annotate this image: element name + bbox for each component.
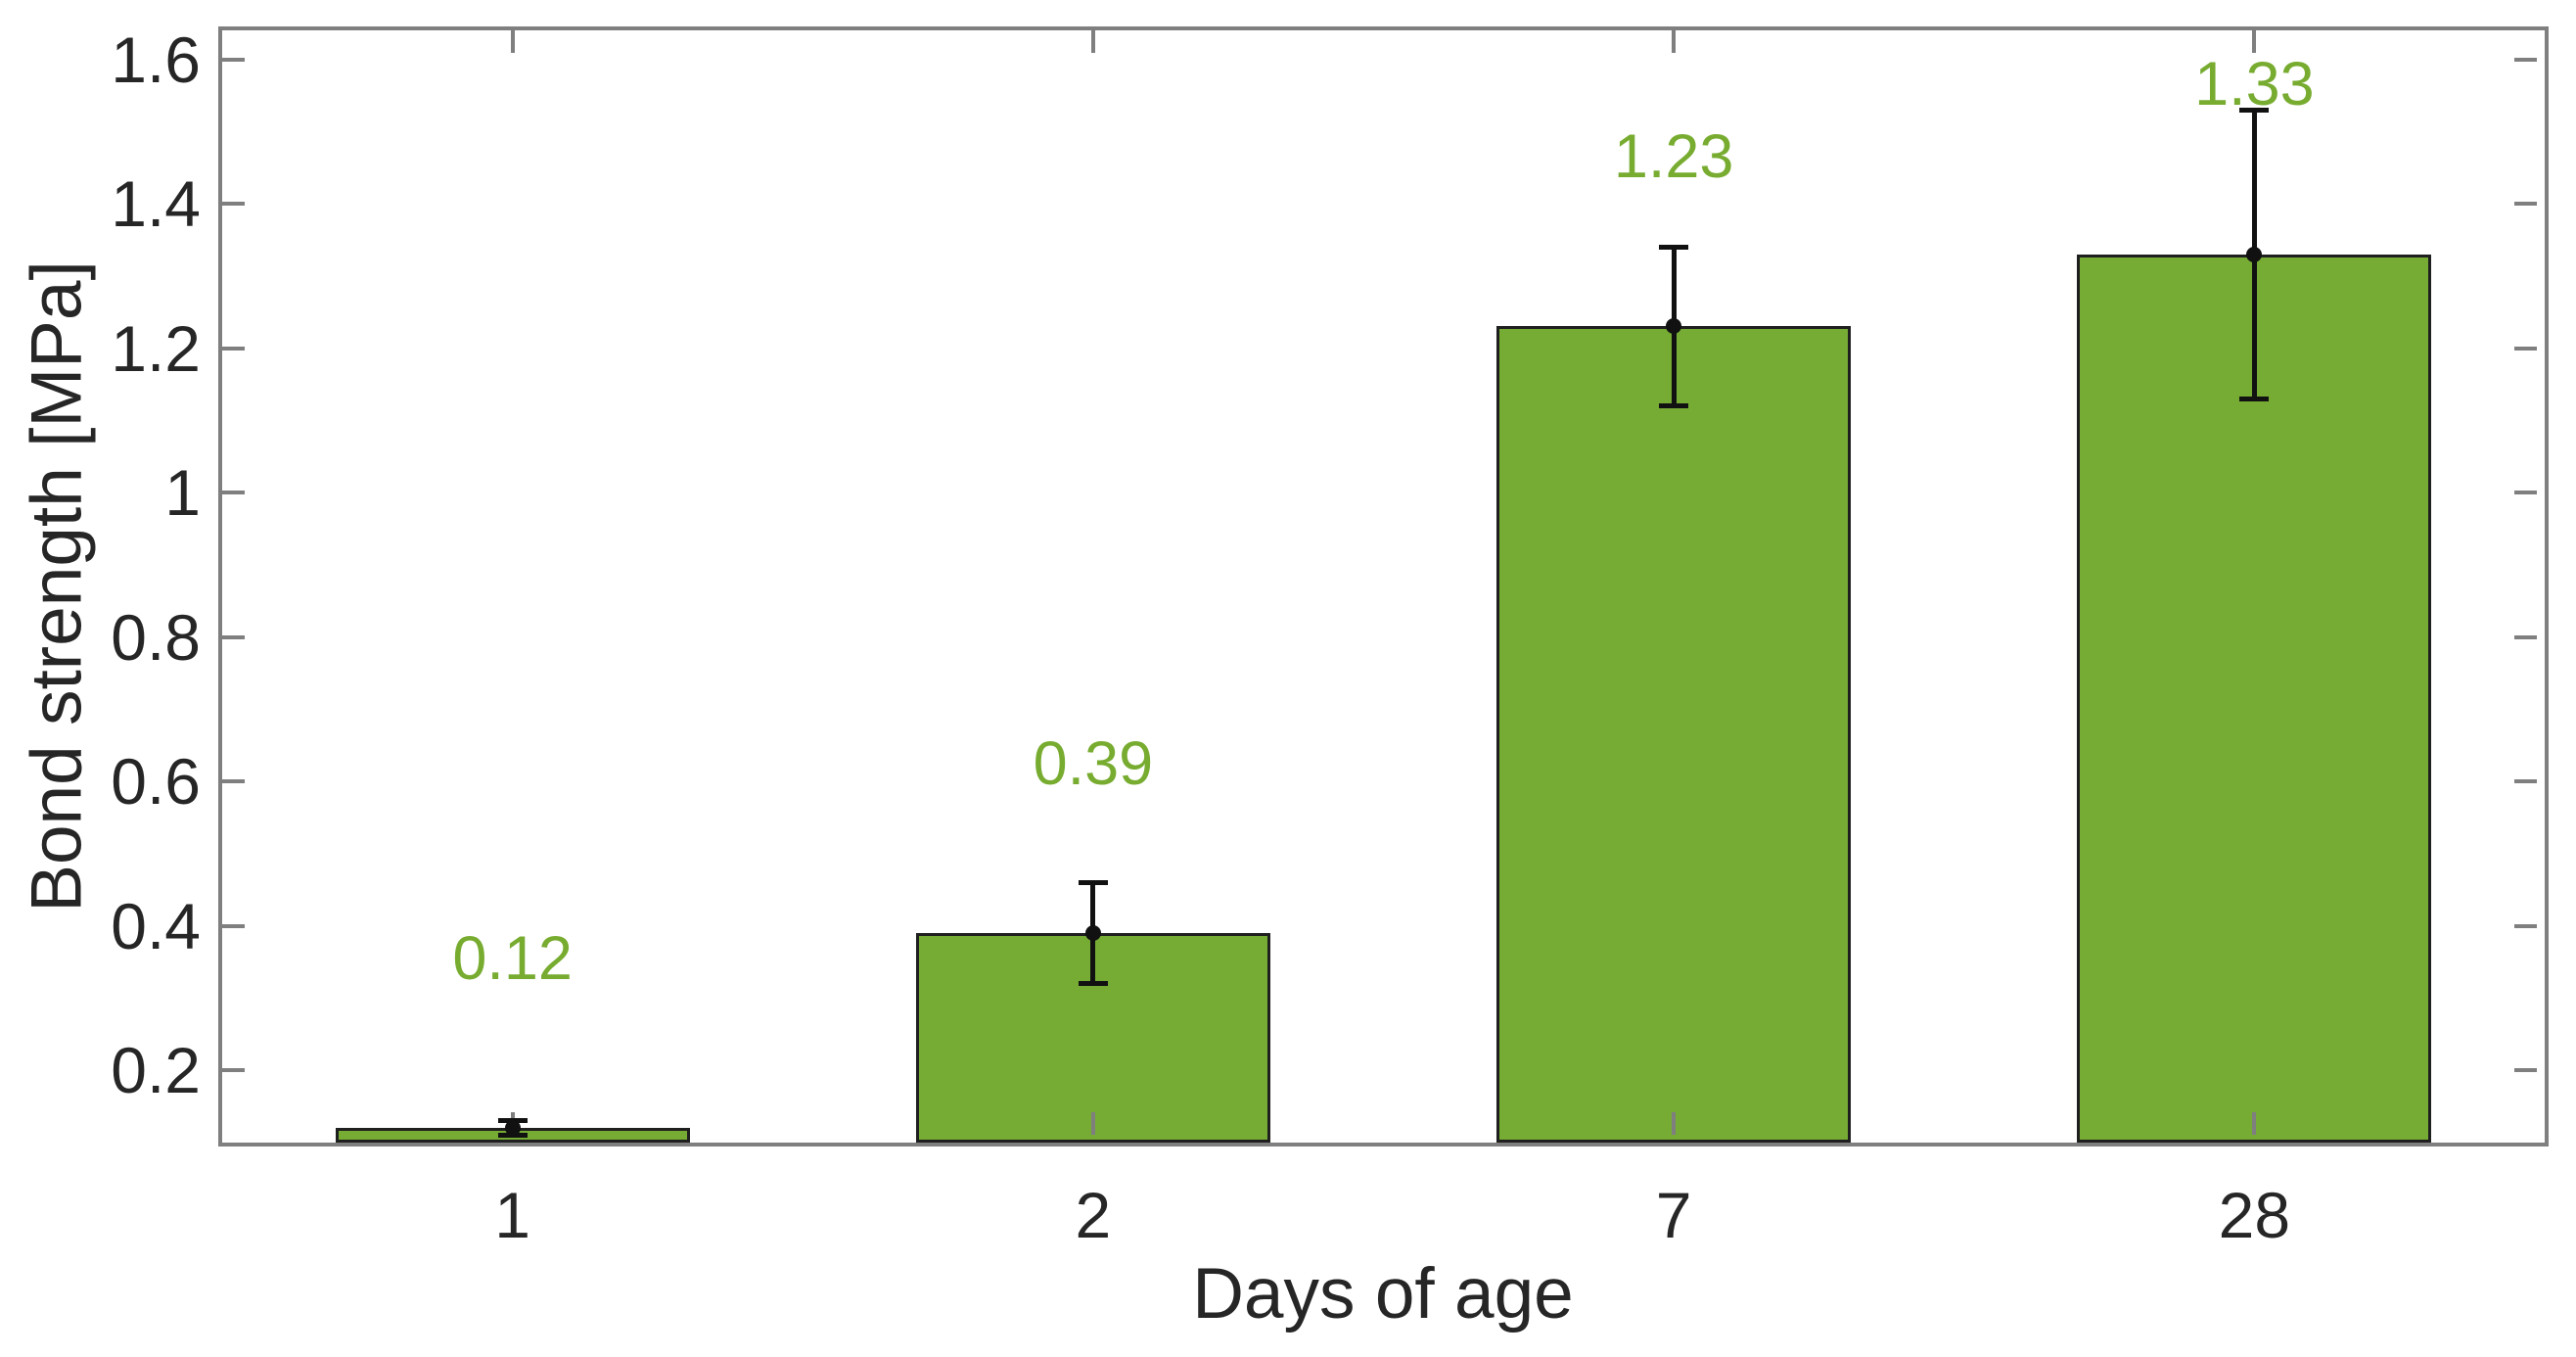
error-bar-cap-top <box>1659 244 1689 250</box>
x-tick-top <box>2252 30 2257 53</box>
x-tick-bottom <box>1672 1112 1677 1135</box>
y-tick-left <box>222 491 245 495</box>
error-bar-cap-bottom <box>1659 403 1689 409</box>
error-bar-marker <box>2246 246 2263 262</box>
y-tick-left <box>222 1068 245 1073</box>
error-bar-cap-top <box>1078 879 1108 885</box>
y-tick-left <box>222 346 245 351</box>
error-bar-marker <box>1666 318 1682 335</box>
y-tick-label: 0.4 <box>111 889 201 962</box>
plot-area: 0.12 0.39 1.23 1.33 <box>218 26 2549 1146</box>
y-tick-right <box>2514 346 2537 351</box>
bar <box>1496 326 1852 1143</box>
x-axis-label: Days of age <box>1192 1254 1574 1334</box>
y-tick-label: 0.2 <box>111 1034 201 1107</box>
y-tick-left <box>222 923 245 928</box>
y-tick-label: 0.8 <box>111 600 201 674</box>
x-tick-bottom <box>2252 1112 2257 1135</box>
error-bar-cap-bottom <box>2239 396 2270 401</box>
y-tick-right <box>2514 923 2537 928</box>
x-tick-label: 7 <box>1655 1179 1692 1251</box>
error-bar-cap-bottom <box>1078 981 1108 987</box>
y-tick-right <box>2514 202 2537 207</box>
y-tick-right <box>2514 779 2537 784</box>
x-tick-top <box>1090 30 1095 53</box>
x-tick-top <box>510 30 515 53</box>
y-tick-label: 1.2 <box>111 311 201 385</box>
y-tick-left <box>222 779 245 784</box>
y-tick-label: 1.6 <box>111 23 201 96</box>
error-bar-marker <box>504 1120 521 1137</box>
error-bar-cap-top <box>2239 107 2270 113</box>
y-tick-right <box>2514 57 2537 62</box>
x-tick-top <box>1672 30 1677 53</box>
x-tick-bottom <box>1090 1112 1095 1135</box>
bar <box>2077 254 2432 1143</box>
y-tick-left <box>222 202 245 207</box>
bar-value-label: 1.23 <box>1613 122 1734 192</box>
x-tick-label: 28 <box>2218 1179 2291 1251</box>
y-tick-right <box>2514 634 2537 639</box>
x-tick-label: 2 <box>1075 1179 1112 1251</box>
bar-value-label: 0.12 <box>452 923 573 993</box>
x-tick-label: 1 <box>494 1179 530 1251</box>
y-tick-right <box>2514 1068 2537 1073</box>
y-tick-left <box>222 57 245 62</box>
bar-value-label: 0.39 <box>1033 728 1154 798</box>
y-tick-label: 0.6 <box>111 745 201 819</box>
error-bar-marker <box>1084 925 1101 942</box>
y-tick-label: 1.4 <box>111 167 201 241</box>
y-tick-label: 1 <box>164 456 201 530</box>
y-tick-left <box>222 634 245 639</box>
y-tick-right <box>2514 491 2537 495</box>
bar-value-label: 1.33 <box>2194 50 2315 119</box>
